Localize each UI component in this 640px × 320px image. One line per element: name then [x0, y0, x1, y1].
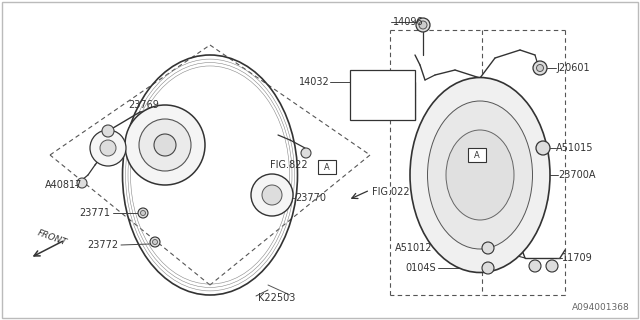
Ellipse shape	[90, 130, 126, 166]
Text: A51015: A51015	[556, 143, 593, 153]
Circle shape	[533, 61, 547, 75]
Ellipse shape	[446, 130, 514, 220]
Text: 23771: 23771	[79, 208, 110, 218]
Circle shape	[150, 237, 160, 247]
Bar	[318, 160, 336, 174]
Text: 23700A: 23700A	[558, 170, 595, 180]
Text: 0104S: 0104S	[405, 263, 436, 273]
Text: A: A	[474, 150, 480, 159]
Circle shape	[301, 148, 311, 158]
Ellipse shape	[139, 119, 191, 171]
Text: A: A	[324, 163, 330, 172]
Text: A094001368: A094001368	[572, 303, 630, 312]
Ellipse shape	[262, 185, 282, 205]
Circle shape	[419, 21, 427, 29]
Circle shape	[536, 65, 543, 71]
Text: 23769: 23769	[128, 100, 159, 110]
Bar	[468, 148, 486, 162]
Ellipse shape	[410, 77, 550, 273]
Bar	[350, 70, 415, 120]
Text: FIG.822: FIG.822	[270, 160, 308, 170]
Circle shape	[482, 262, 494, 274]
Circle shape	[416, 18, 430, 32]
Ellipse shape	[428, 101, 532, 249]
Circle shape	[482, 242, 494, 254]
Circle shape	[152, 239, 157, 244]
Circle shape	[102, 125, 114, 137]
Text: 14032: 14032	[300, 77, 330, 87]
Text: A40817: A40817	[45, 180, 83, 190]
Text: 23772: 23772	[87, 240, 118, 250]
Circle shape	[138, 208, 148, 218]
Text: 14096: 14096	[393, 17, 424, 27]
Text: 11709: 11709	[562, 253, 593, 263]
Text: 23770: 23770	[295, 193, 326, 203]
Ellipse shape	[100, 140, 116, 156]
Ellipse shape	[125, 105, 205, 185]
Text: FRONT: FRONT	[36, 228, 68, 247]
Text: A51012: A51012	[394, 243, 432, 253]
Text: FIG.022: FIG.022	[372, 187, 410, 197]
Circle shape	[536, 141, 550, 155]
Circle shape	[529, 260, 541, 272]
Ellipse shape	[154, 134, 176, 156]
Circle shape	[141, 211, 145, 215]
Circle shape	[546, 260, 558, 272]
Ellipse shape	[251, 174, 293, 216]
Text: K22503: K22503	[258, 293, 296, 303]
Text: J20601: J20601	[556, 63, 589, 73]
Circle shape	[77, 178, 87, 188]
